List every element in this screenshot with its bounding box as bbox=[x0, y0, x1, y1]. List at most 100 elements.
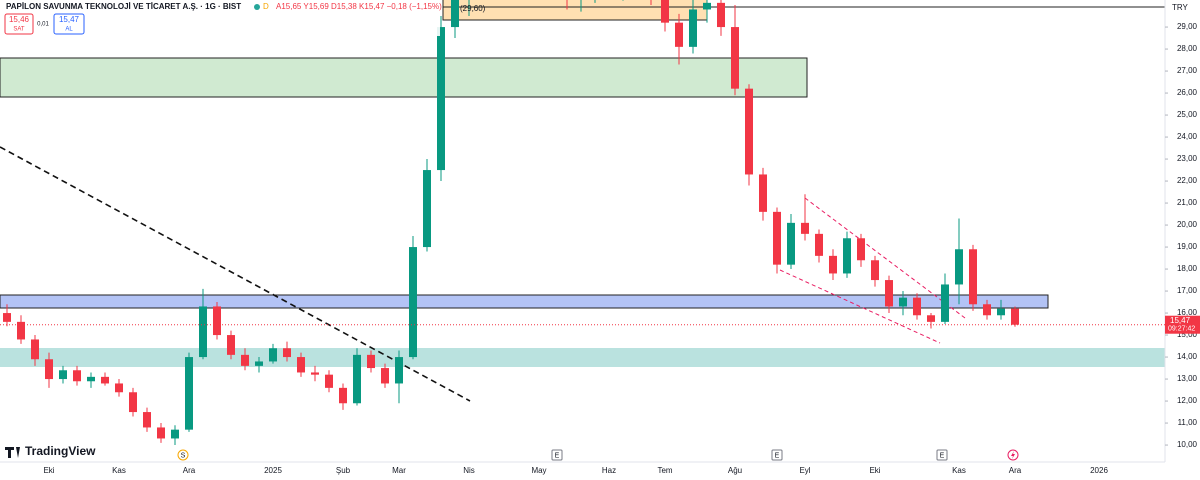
candle-body bbox=[367, 354, 375, 369]
y-tick-label: 16,00 bbox=[1177, 308, 1198, 317]
candle-body bbox=[143, 412, 151, 428]
candle-body bbox=[311, 372, 319, 375]
x-tick-label: Ara bbox=[183, 466, 196, 475]
status-dot bbox=[254, 4, 260, 10]
candle-body bbox=[703, 2, 711, 10]
candle-body bbox=[101, 376, 109, 384]
x-tick-label: Kas bbox=[112, 466, 126, 475]
candle-body bbox=[395, 357, 403, 384]
candle-body bbox=[381, 368, 389, 384]
x-tick-label: Kas bbox=[952, 466, 966, 475]
x-tick-label: Haz bbox=[602, 466, 616, 475]
candle-body bbox=[339, 387, 347, 404]
zone bbox=[0, 294, 1049, 309]
symbol: PAPİLON SAVUNMA TEKNOLOJİ VE TİCARET A.Ş… bbox=[6, 2, 241, 11]
candle-body bbox=[801, 222, 809, 234]
candle-body bbox=[437, 27, 445, 171]
trend-line bbox=[0, 146, 471, 402]
candle-body bbox=[73, 370, 81, 382]
y-tick-label: 28,00 bbox=[1177, 44, 1198, 53]
candle-body bbox=[59, 370, 67, 380]
y-tick-label: 18,00 bbox=[1177, 264, 1198, 273]
candles bbox=[3, 0, 1019, 446]
candle-body bbox=[283, 348, 291, 358]
drawings bbox=[0, 0, 1165, 402]
y-tick-label: 22,00 bbox=[1177, 176, 1198, 185]
candle-body bbox=[717, 2, 725, 28]
event-marker bbox=[771, 449, 783, 461]
candle-body bbox=[409, 247, 417, 358]
x-tick-label: Eki bbox=[869, 466, 880, 475]
channel-line bbox=[779, 269, 941, 344]
candle-body bbox=[843, 238, 851, 274]
candle-body bbox=[997, 308, 1005, 316]
x-tick-label: Eyl bbox=[799, 466, 810, 475]
event-icon bbox=[1011, 451, 1015, 459]
zone bbox=[0, 348, 1165, 367]
y-tick-label: 20,00 bbox=[1177, 220, 1198, 229]
y-tick-label: 11,00 bbox=[1178, 418, 1198, 427]
candle-body bbox=[423, 170, 431, 248]
candle-body bbox=[129, 392, 137, 413]
candle-body bbox=[241, 354, 249, 366]
y-tick-label: 13,00 bbox=[1177, 374, 1198, 383]
currency: TRY bbox=[1172, 3, 1189, 12]
candle-body bbox=[773, 211, 781, 265]
y-tick-label: 27,00 bbox=[1177, 66, 1198, 75]
y-tick-label: 21,00 bbox=[1177, 198, 1198, 207]
y-tick-label: 17,00 bbox=[1177, 286, 1198, 295]
y-tick-label: 25,00 bbox=[1177, 110, 1198, 119]
candle-body bbox=[661, 0, 669, 23]
event-marker bbox=[551, 449, 563, 461]
y-tick-label: 24,00 bbox=[1177, 132, 1198, 141]
event-label: E bbox=[775, 452, 780, 459]
x-tick-label: Tem bbox=[657, 466, 672, 475]
candle-body bbox=[759, 174, 767, 212]
sell-button[interactable] bbox=[4, 13, 34, 35]
sell-label: SAT bbox=[13, 27, 25, 33]
candle-body bbox=[871, 260, 879, 281]
x-tick-label: Nis bbox=[463, 466, 475, 475]
candle-body bbox=[213, 306, 221, 336]
event-marker bbox=[177, 449, 189, 461]
candle-body bbox=[451, 0, 459, 28]
candle-body bbox=[115, 383, 123, 393]
candle-body bbox=[955, 249, 963, 285]
event-label: E bbox=[940, 452, 945, 459]
last-price-tag bbox=[1165, 315, 1200, 334]
candle-body bbox=[45, 359, 53, 380]
sell-price: 15,46 bbox=[9, 15, 30, 24]
x-tick-label: Şub bbox=[336, 466, 351, 475]
y-tick-label: 14,00 bbox=[1177, 352, 1198, 361]
candle-body bbox=[87, 376, 95, 382]
candle-body bbox=[969, 249, 977, 305]
buy-label: AL bbox=[65, 27, 73, 33]
candle-body bbox=[325, 374, 333, 388]
candle-body bbox=[353, 354, 361, 404]
y-tick-label: 19,00 bbox=[1177, 242, 1198, 251]
event-label: E bbox=[555, 452, 560, 459]
candle-body bbox=[227, 335, 235, 355]
spread: 0,01 bbox=[37, 22, 49, 28]
candle-body bbox=[787, 222, 795, 265]
logo-icon bbox=[5, 447, 20, 458]
x-tick-label: 2026 bbox=[1090, 466, 1108, 475]
candle-body bbox=[829, 255, 837, 274]
candle-body bbox=[731, 27, 739, 89]
zone bbox=[0, 57, 808, 98]
y-tick-label: 10,00 bbox=[1177, 440, 1198, 449]
x-tick-label: Ağu bbox=[728, 466, 742, 475]
time-label: 09:27:42 bbox=[1168, 326, 1195, 333]
candle-body bbox=[689, 9, 697, 47]
logo: TradingView bbox=[25, 444, 96, 458]
y-tick-label: 29,00 bbox=[1177, 22, 1198, 31]
candle-body bbox=[857, 238, 865, 261]
buy-price: 15,47 bbox=[59, 15, 80, 24]
candle-body bbox=[3, 313, 11, 322]
candle-body bbox=[185, 357, 193, 430]
channel-line bbox=[804, 197, 966, 319]
buy-button[interactable] bbox=[53, 13, 85, 35]
candle-body bbox=[983, 304, 991, 316]
candle-body bbox=[255, 361, 263, 366]
